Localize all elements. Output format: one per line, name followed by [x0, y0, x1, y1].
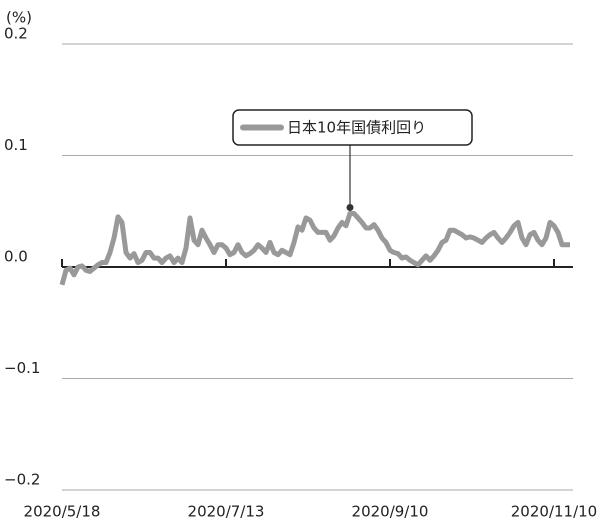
- y-tick-label: −0.2: [4, 471, 40, 489]
- y-tick-label: 0.1: [4, 136, 28, 154]
- y-unit-label: (%): [6, 9, 32, 27]
- legend-label: 日本10年国債利回り: [287, 119, 426, 137]
- x-tick-label: 2020/11/10: [511, 503, 597, 521]
- y-tick-label: 0.2: [4, 25, 28, 43]
- y-tick-label: 0.0: [4, 248, 28, 266]
- y-tick-label: −0.1: [4, 359, 40, 377]
- x-tick-label: 2020/5/18: [24, 503, 101, 521]
- x-tick-label: 2020/7/13: [188, 503, 265, 521]
- legend-box: [232, 109, 473, 146]
- series-line: [59, 210, 570, 286]
- callout-dot: [346, 203, 354, 211]
- x-tick-label: 2020/9/10: [352, 503, 429, 521]
